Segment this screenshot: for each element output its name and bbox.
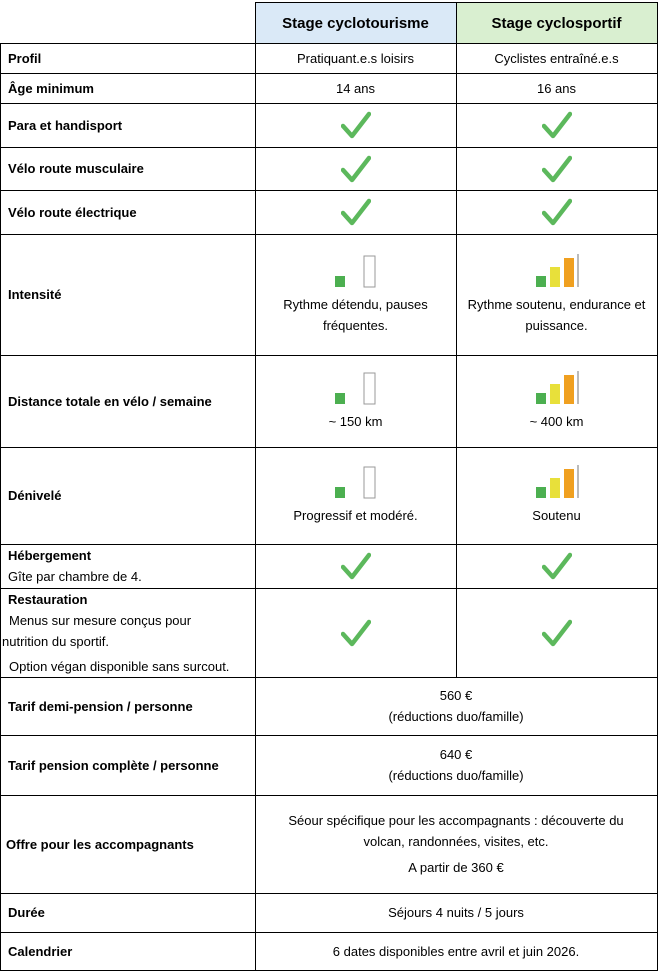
border-line bbox=[0, 932, 658, 933]
border-line bbox=[0, 234, 658, 235]
distance-cyclotourisme: ~ 150 km bbox=[255, 355, 456, 447]
signal-bars-icon bbox=[334, 372, 375, 404]
restauration-cyclosportif bbox=[456, 588, 657, 677]
denivele-cyclosportif-value: Soutenu bbox=[532, 508, 581, 523]
row-label-duree: Durée bbox=[8, 905, 45, 920]
row-label-profil: Profil bbox=[8, 50, 42, 66]
border-line bbox=[0, 447, 658, 448]
electrique-cyclotourisme bbox=[255, 190, 456, 234]
hebergement-detail: Gîte par chambre de 4. bbox=[8, 569, 142, 584]
border-line bbox=[456, 2, 457, 678]
check-icon bbox=[541, 619, 572, 646]
musculaire-cyclotourisme bbox=[255, 147, 456, 190]
border-line bbox=[0, 43, 1, 971]
restauration-detail-1: Menus sur mesure conçus pour bbox=[9, 612, 192, 628]
row-label-restauration: Restauration Menus sur mesure conçus pou… bbox=[0, 588, 255, 677]
row-label-distance: Distance totale en vélo / semaine bbox=[8, 393, 212, 409]
electrique-cyclosportif bbox=[456, 190, 657, 234]
intensite-cyclosportif: Rythme soutenu, endurance et puissance. bbox=[456, 234, 657, 355]
intensite-cyclotourisme-line2: fréquentes. bbox=[322, 317, 389, 333]
border-line bbox=[0, 43, 658, 44]
calendrier-value: 6 dates disponibles entre avril et juin … bbox=[332, 943, 580, 959]
border-line bbox=[0, 735, 658, 736]
hebergement-cyclosportif bbox=[456, 544, 657, 588]
distance-cyclotourisme-value: ~ 150 km bbox=[328, 413, 383, 429]
signal-bars-icon bbox=[334, 466, 375, 499]
check-icon bbox=[340, 619, 371, 646]
restauration-detail-3: Option végan disponible sans surcout. bbox=[9, 658, 230, 674]
denivele-cyclosportif: Soutenu bbox=[456, 447, 657, 544]
demi-pension-price: 560 € bbox=[439, 688, 473, 703]
row-label-musculaire: Vélo route musculaire bbox=[8, 161, 144, 176]
check-icon bbox=[541, 111, 572, 139]
demi-pension-value: 560 € (réductions duo/famille) bbox=[255, 677, 657, 735]
check-icon bbox=[340, 111, 371, 139]
header-cyclotourisme: Stage cyclotourisme bbox=[255, 3, 456, 43]
border-line bbox=[0, 147, 658, 148]
hebergement-cyclotourisme bbox=[255, 544, 456, 588]
row-label-pension-complete: Tarif pension complète / personne bbox=[8, 757, 219, 773]
accompagnants-line2: volcan, randonnées, visites, etc. bbox=[363, 834, 549, 849]
row-label-age: Âge minimum bbox=[8, 80, 94, 96]
accompagnants-value: Séour spécifique pour les accompagnants … bbox=[255, 795, 657, 893]
para-cyclosportif bbox=[456, 103, 657, 147]
pension-complete-note: (réductions duo/famille) bbox=[388, 768, 524, 783]
musculaire-cyclosportif bbox=[456, 147, 657, 190]
distance-cyclosportif: ~ 400 km bbox=[456, 355, 657, 447]
age-cyclosportif: 16 ans bbox=[536, 80, 577, 96]
intensite-cyclosportif-line2: puissance. bbox=[525, 317, 588, 333]
row-label-intensite: Intensité bbox=[8, 287, 62, 302]
row-label-denivele: Dénivelé bbox=[8, 488, 62, 503]
border-line bbox=[0, 970, 658, 971]
profil-cyclotourisme: Pratiquant.e.s loisirs bbox=[296, 50, 415, 66]
check-icon bbox=[541, 552, 572, 580]
duree-value: Séjours 4 nuits / 5 jours bbox=[388, 905, 524, 920]
signal-bars-icon bbox=[334, 255, 375, 287]
border-line bbox=[0, 795, 658, 796]
check-icon bbox=[541, 198, 572, 226]
border-line bbox=[0, 103, 658, 104]
restauration-detail-2: nutrition du sportif. bbox=[2, 633, 109, 649]
border-line bbox=[255, 2, 256, 971]
border-line bbox=[0, 893, 658, 894]
check-icon bbox=[340, 198, 371, 226]
border-line bbox=[0, 190, 658, 191]
signal-bars-icon bbox=[535, 465, 578, 498]
border-line bbox=[0, 677, 658, 678]
check-icon bbox=[340, 155, 371, 182]
restauration-cyclotourisme bbox=[255, 588, 456, 677]
intensite-cyclotourisme-line1: Rythme détendu, pauses bbox=[283, 296, 428, 312]
border-line bbox=[0, 544, 658, 545]
signal-bars-icon bbox=[535, 370, 578, 404]
restauration-title: Restauration bbox=[8, 591, 88, 607]
border-line bbox=[0, 355, 658, 356]
row-label-electrique: Vélo route électrique bbox=[8, 204, 137, 220]
check-icon bbox=[541, 155, 572, 182]
check-icon bbox=[340, 552, 371, 580]
accompagnants-price: A partir de 360 € bbox=[408, 860, 504, 875]
profil-cyclosportif: Cyclistes entraîné.e.s bbox=[494, 50, 619, 66]
accompagnants-line1: Séour spécifique pour les accompagnants … bbox=[288, 813, 624, 828]
row-label-hebergement: Hébergement Gîte par chambre de 4. bbox=[0, 544, 255, 588]
intensite-cyclosportif-line1: Rythme soutenu, endurance et bbox=[467, 296, 646, 312]
pension-complete-value: 640 € (réductions duo/famille) bbox=[255, 735, 657, 795]
row-label-calendrier: Calendrier bbox=[8, 943, 73, 959]
border-line bbox=[0, 588, 658, 589]
para-cyclotourisme bbox=[255, 103, 456, 147]
row-label-demi-pension: Tarif demi-pension / personne bbox=[8, 698, 193, 714]
age-cyclotourisme: 14 ans bbox=[335, 80, 376, 96]
denivele-cyclotourisme: Progressif et modéré. bbox=[255, 447, 456, 544]
demi-pension-note: (réductions duo/famille) bbox=[388, 709, 524, 724]
intensite-cyclotourisme: Rythme détendu, pauses fréquentes. bbox=[255, 234, 456, 355]
signal-bars-icon bbox=[535, 253, 578, 287]
pension-complete-price: 640 € bbox=[439, 747, 473, 762]
row-label-para: Para et handisport bbox=[8, 117, 123, 133]
hebergement-title: Hébergement bbox=[8, 548, 92, 563]
header-cyclosportif: Stage cyclosportif bbox=[456, 3, 657, 43]
row-label-accompagnants: Offre pour les accompagnants bbox=[6, 836, 194, 852]
border-line bbox=[0, 73, 658, 74]
distance-cyclosportif-value: ~ 400 km bbox=[529, 413, 584, 429]
denivele-cyclotourisme-value: Progressif et modéré. bbox=[293, 508, 418, 523]
